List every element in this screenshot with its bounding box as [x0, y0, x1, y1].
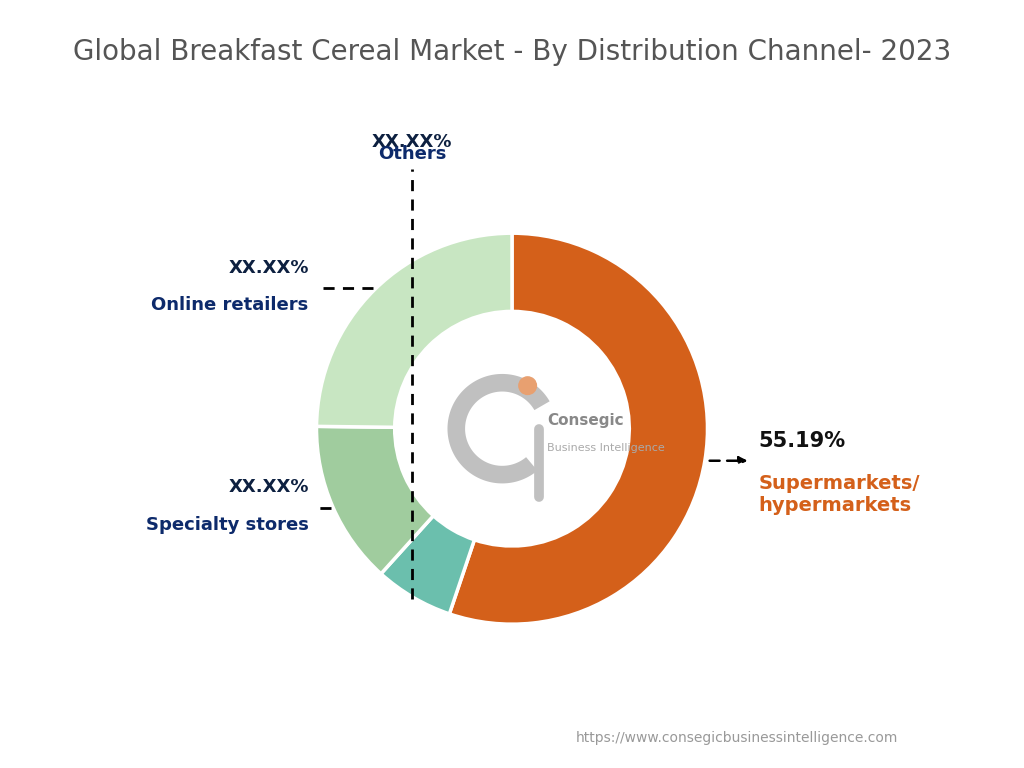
Text: Global Breakfast Cereal Market - By Distribution Channel- 2023: Global Breakfast Cereal Market - By Dist… [73, 38, 951, 66]
Text: 55.19%: 55.19% [759, 431, 846, 451]
Circle shape [519, 377, 537, 395]
Wedge shape [381, 516, 474, 614]
Text: Consegic: Consegic [547, 413, 624, 429]
Text: XX.XX%: XX.XX% [228, 259, 308, 276]
Text: XX.XX%: XX.XX% [228, 478, 308, 496]
Text: https://www.consegicbusinessintelligence.com: https://www.consegicbusinessintelligence… [577, 731, 898, 745]
Wedge shape [316, 233, 512, 427]
Polygon shape [447, 374, 550, 483]
Wedge shape [450, 233, 708, 624]
Text: Online retailers: Online retailers [152, 296, 308, 314]
Text: Others: Others [378, 145, 446, 163]
Wedge shape [316, 426, 433, 574]
Text: Business Intelligence: Business Intelligence [547, 443, 665, 453]
Text: Supermarkets/
hypermarkets: Supermarkets/ hypermarkets [759, 475, 920, 515]
Text: XX.XX%: XX.XX% [372, 133, 453, 151]
Text: Specialty stores: Specialty stores [145, 515, 308, 534]
